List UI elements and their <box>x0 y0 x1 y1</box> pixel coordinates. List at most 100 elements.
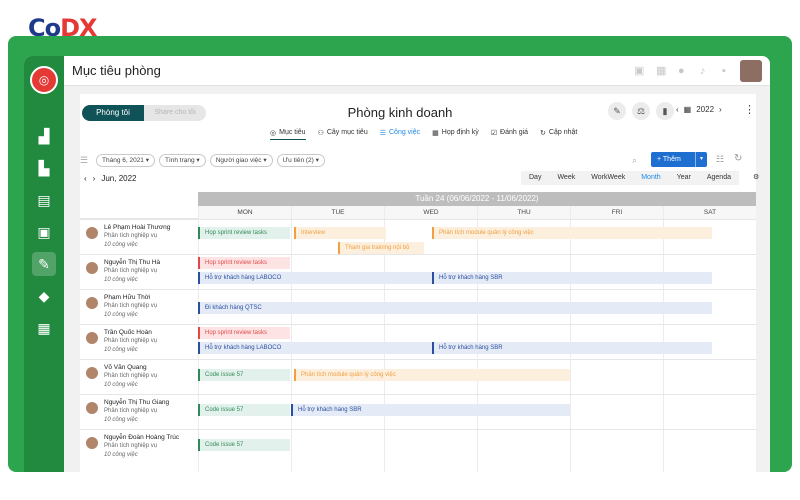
chat-icon[interactable]: ● <box>678 65 685 77</box>
view-month-button[interactable]: Month <box>633 171 669 185</box>
target-logo-icon[interactable]: ◎ <box>30 66 58 94</box>
user-card-icon[interactable]: ▣ <box>634 65 645 77</box>
filter-status[interactable]: Tình trạng ▾ <box>159 154 206 167</box>
tab-review[interactable]: ☑ Đánh giá <box>491 129 528 140</box>
gear-icon[interactable]: ⚙ <box>752 174 760 181</box>
task-bar[interactable]: Họp sprint review tasks <box>198 327 290 339</box>
calendar-icon[interactable]: ▦ <box>37 320 51 336</box>
grid-line <box>663 206 664 472</box>
reload-icon[interactable]: ↻ <box>734 153 743 164</box>
avatar[interactable] <box>740 60 762 82</box>
view-day-button[interactable]: Day <box>521 171 550 185</box>
day-header-wed: WED <box>384 206 477 219</box>
tasks-icon[interactable]: ✎ <box>32 252 56 276</box>
tickets-icon[interactable]: ◆ <box>38 288 50 304</box>
tab-goals[interactable]: ◎ Mục tiêu <box>270 129 306 140</box>
goal-icon: ◎ <box>270 130 277 137</box>
calendar-view-buttons: Day Week WorkWeek Month Year Agenda ⚙ <box>521 171 767 185</box>
task-count: 10 công việc <box>104 242 138 248</box>
next-year-button[interactable]: › <box>719 105 722 114</box>
tab-my-room[interactable]: Phòng tôi <box>82 105 144 121</box>
task-bar[interactable]: Hỗ trợ khách hàng LABOCO <box>198 272 432 284</box>
add-dropdown[interactable]: ▾ <box>695 152 707 167</box>
grid-line <box>198 206 199 472</box>
tab-label: Cây mục tiêu <box>326 129 368 136</box>
task-bar[interactable]: Code issue 57 <box>198 404 290 416</box>
task-count: 10 công việc <box>104 347 138 353</box>
day-header-sat: SAT <box>663 206 756 219</box>
month-label: Jun, 2022 <box>101 174 137 183</box>
calendar-small-icon[interactable]: ▦ <box>656 65 667 77</box>
grid-line <box>477 206 478 472</box>
person-name: Võ Văn Quang <box>104 364 147 371</box>
filter-month[interactable]: Tháng 6, 2021 ▾ <box>96 154 155 167</box>
tab-shared[interactable]: Share cho tôi <box>144 105 206 121</box>
bell-icon[interactable]: ♪ <box>700 65 706 77</box>
task-count: 10 công việc <box>104 277 138 283</box>
task-count: 10 công việc <box>104 312 138 318</box>
view-week-button[interactable]: Week <box>549 171 584 185</box>
task-bar[interactable]: Interview <box>294 227 386 239</box>
prev-icon[interactable]: ‹ <box>84 174 87 183</box>
balance-icon[interactable]: ⚖ <box>632 102 650 120</box>
chart-icon[interactable]: ▟ <box>38 128 50 144</box>
avatar <box>86 332 98 344</box>
task-bar[interactable]: Họp sprint review tasks <box>198 257 290 269</box>
tab-goal-tree[interactable]: ⚇ Cây mục tiêu <box>318 129 368 140</box>
task-bar[interactable]: Code issue 57 <box>198 369 290 381</box>
view-year-button[interactable]: Year <box>668 171 699 185</box>
task-bar[interactable]: Phân tích module quản lý công việc <box>294 369 570 381</box>
week-header: Tuần 24 (06/06/2022 - 11/06/2022) <box>198 192 756 206</box>
more-icon[interactable]: ⋮ <box>744 104 755 116</box>
day-header-thu: THU <box>477 206 570 219</box>
add-button[interactable]: + Thêm ▾ <box>651 152 707 167</box>
table-row: Nguyễn Thị Thu Hà Phân tích nghiệp vụ 10 c… <box>80 254 756 289</box>
grid-icon[interactable]: ▪ <box>722 65 726 77</box>
task-bar[interactable]: Hỗ trợ khách hàng SBR <box>432 342 712 354</box>
table-row: Võ Văn Quang Phân tích nghiệp vụ 10 công v… <box>80 359 756 394</box>
filter-icon[interactable]: ☰ <box>80 155 89 165</box>
tab-label: Công việc <box>389 129 421 136</box>
grid-line <box>570 206 571 472</box>
main-card: Phòng tôi Share cho tôi Phòng kinh doanh… <box>80 94 759 472</box>
avatar <box>86 297 98 309</box>
grid-line <box>291 206 292 472</box>
folder-icon[interactable]: ▣ <box>37 224 51 240</box>
task-bar[interactable]: Hỗ trợ khách hàng LABOCO <box>198 342 432 354</box>
task-bar[interactable]: Hỗ trợ khách hàng SBR <box>291 404 570 416</box>
task-bar[interactable]: Tham gia training nội bộ <box>338 242 424 254</box>
avatar <box>86 227 98 239</box>
task-bar[interactable]: Code issue 57 <box>198 439 290 451</box>
tab-updates[interactable]: ↻ Cập nhật <box>540 129 577 140</box>
next-icon[interactable]: › <box>92 174 96 183</box>
refresh-icon: ↻ <box>540 130 546 137</box>
filter-priority[interactable]: Ưu tiên (2) ▾ <box>276 154 325 167</box>
stats-icon[interactable]: ▙ <box>38 160 50 176</box>
edit-icon[interactable]: ✎ <box>608 102 626 120</box>
clipboard-icon[interactable]: ▤ <box>37 192 51 208</box>
view-agenda-button[interactable]: Agenda <box>698 171 739 185</box>
grid-corner <box>80 192 198 219</box>
bar-chart-icon[interactable]: ▮ <box>656 102 674 120</box>
calendar-nav: ‹ › Jun, 2022 <box>84 174 136 183</box>
tab-tasks[interactable]: ☰ Công việc <box>380 129 420 140</box>
view-workweek-button[interactable]: WorkWeek <box>583 171 634 185</box>
app-window: ◎ ▟ ▙ ▤ ▣ ✎ ◆ ▦ Mục tiêu phòng ▣ ▦ ● ♪ ▪… <box>24 56 770 472</box>
prev-year-button[interactable]: ‹ <box>676 105 679 114</box>
task-bar[interactable]: Đi khách hàng QTSC <box>198 302 712 314</box>
task-bar[interactable]: Phân tích module quản lý công việc <box>432 227 712 239</box>
person-name: Lê Phạm Hoài Thương <box>104 224 171 231</box>
person-role: Phân tích nghiệp vụ <box>104 233 158 239</box>
search-icon[interactable]: ⌕ <box>632 155 638 165</box>
person-role: Phân tích nghiệp vụ <box>104 373 158 379</box>
tab-label: Họp định kỳ <box>441 129 479 136</box>
task-bar[interactable]: Họp sprint review tasks <box>198 227 290 239</box>
year-value[interactable]: 2022 <box>696 105 715 114</box>
table-row: Nguyễn Đoàn Hoàng Trúc Phân tích nghiệp v… <box>80 429 756 464</box>
list-view-icon[interactable]: ☷ <box>716 154 725 164</box>
tab-meetings[interactable]: ▦ Họp định kỳ <box>432 129 479 140</box>
table-row: Phạm Hữu Thời Phân tích nghiệp vụ 10 công … <box>80 289 756 324</box>
filter-assigner[interactable]: Người giao việc ▾ <box>209 154 273 167</box>
task-bar[interactable]: Hỗ trợ khách hàng SBR <box>432 272 712 284</box>
page-title: Mục tiêu phòng <box>72 63 161 78</box>
